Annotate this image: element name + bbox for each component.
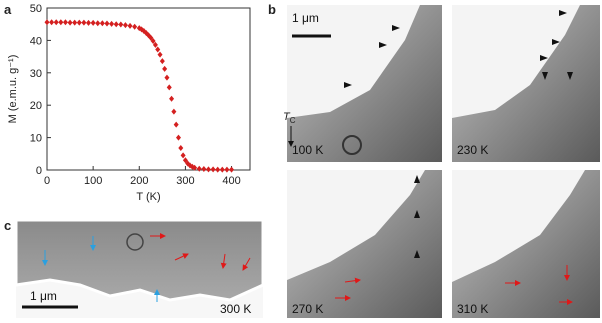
y-tick-label: 0	[36, 165, 42, 177]
data-point	[58, 19, 64, 26]
y-axis-label: M (e.m.u. g⁻¹)	[7, 55, 19, 124]
data-point	[86, 19, 92, 26]
data-point	[132, 23, 138, 30]
x-axis-label: T (K)	[136, 191, 160, 203]
data-point	[72, 19, 78, 26]
data-point	[148, 34, 154, 41]
y-tick-label: 20	[30, 100, 42, 112]
data-point	[159, 58, 165, 65]
x-tick-label: 100	[84, 175, 102, 187]
data-point	[104, 20, 110, 27]
data-point	[90, 19, 96, 26]
panel-label: c	[4, 218, 11, 233]
image-label: 270 K	[292, 302, 323, 316]
data-point	[166, 84, 172, 91]
image-label: 310 K	[457, 302, 488, 316]
data-point	[109, 20, 115, 27]
data-point	[141, 28, 147, 35]
micrograph	[287, 5, 442, 162]
data-point	[171, 108, 177, 115]
image-label: 300 K	[220, 302, 251, 316]
annotation-text: T	[283, 111, 291, 123]
data-point	[81, 19, 87, 26]
data-point	[122, 22, 128, 29]
data-point	[95, 20, 101, 27]
data-point	[196, 165, 202, 172]
x-tick-label: 400	[222, 175, 240, 187]
image-label: 100 K	[292, 143, 323, 157]
chart: 0 10 20 30 40 50 0 100 200 300 400 T (K) M (e.m.u. g…	[7, 3, 296, 203]
data-point	[215, 166, 221, 173]
data-point	[53, 19, 59, 26]
micrograph	[14, 218, 265, 318]
data-point	[67, 19, 73, 26]
x-tick-label: 200	[130, 175, 148, 187]
x-tick-label: 0	[44, 175, 50, 187]
data-point	[178, 144, 184, 151]
plot-frame	[46, 7, 251, 171]
data-point	[192, 164, 198, 171]
data-point	[175, 134, 181, 141]
panel-label: a	[4, 2, 12, 17]
data-point	[62, 19, 68, 26]
micrograph	[452, 170, 600, 318]
data-point	[210, 166, 216, 173]
data-point	[44, 19, 50, 26]
scale-bar-label: 1 μm	[292, 11, 319, 25]
data-point	[224, 166, 230, 173]
data-point	[162, 65, 168, 72]
micrograph	[287, 170, 442, 318]
data-point	[99, 20, 105, 27]
annotation-subscript: C	[290, 116, 296, 125]
data-point	[157, 51, 163, 58]
data-point	[49, 19, 55, 26]
data-point	[182, 157, 188, 164]
annotation: TC	[283, 111, 296, 125]
data-point	[219, 166, 225, 173]
data-point	[180, 152, 186, 159]
y-tick-label: 10	[30, 133, 42, 145]
micrograph	[452, 5, 600, 162]
data-point	[155, 46, 161, 53]
data-point	[164, 74, 170, 81]
data-point	[205, 166, 211, 173]
image-label: 230 K	[457, 143, 488, 157]
data-point	[152, 41, 158, 48]
y-tick-label: 30	[30, 68, 42, 80]
scale-bar-label: 1 μm	[30, 289, 57, 303]
data-point	[201, 166, 207, 173]
data-point	[76, 19, 82, 26]
data-point	[118, 21, 124, 28]
data-point	[150, 38, 156, 45]
panel-label: b	[268, 2, 276, 17]
data-point	[127, 22, 133, 29]
data-point	[173, 121, 179, 128]
data-point	[229, 166, 235, 173]
data-point	[169, 95, 175, 102]
y-tick-label: 40	[30, 35, 42, 47]
data-point	[113, 21, 119, 28]
y-tick-label: 50	[30, 3, 42, 15]
x-tick-label: 300	[176, 175, 194, 187]
